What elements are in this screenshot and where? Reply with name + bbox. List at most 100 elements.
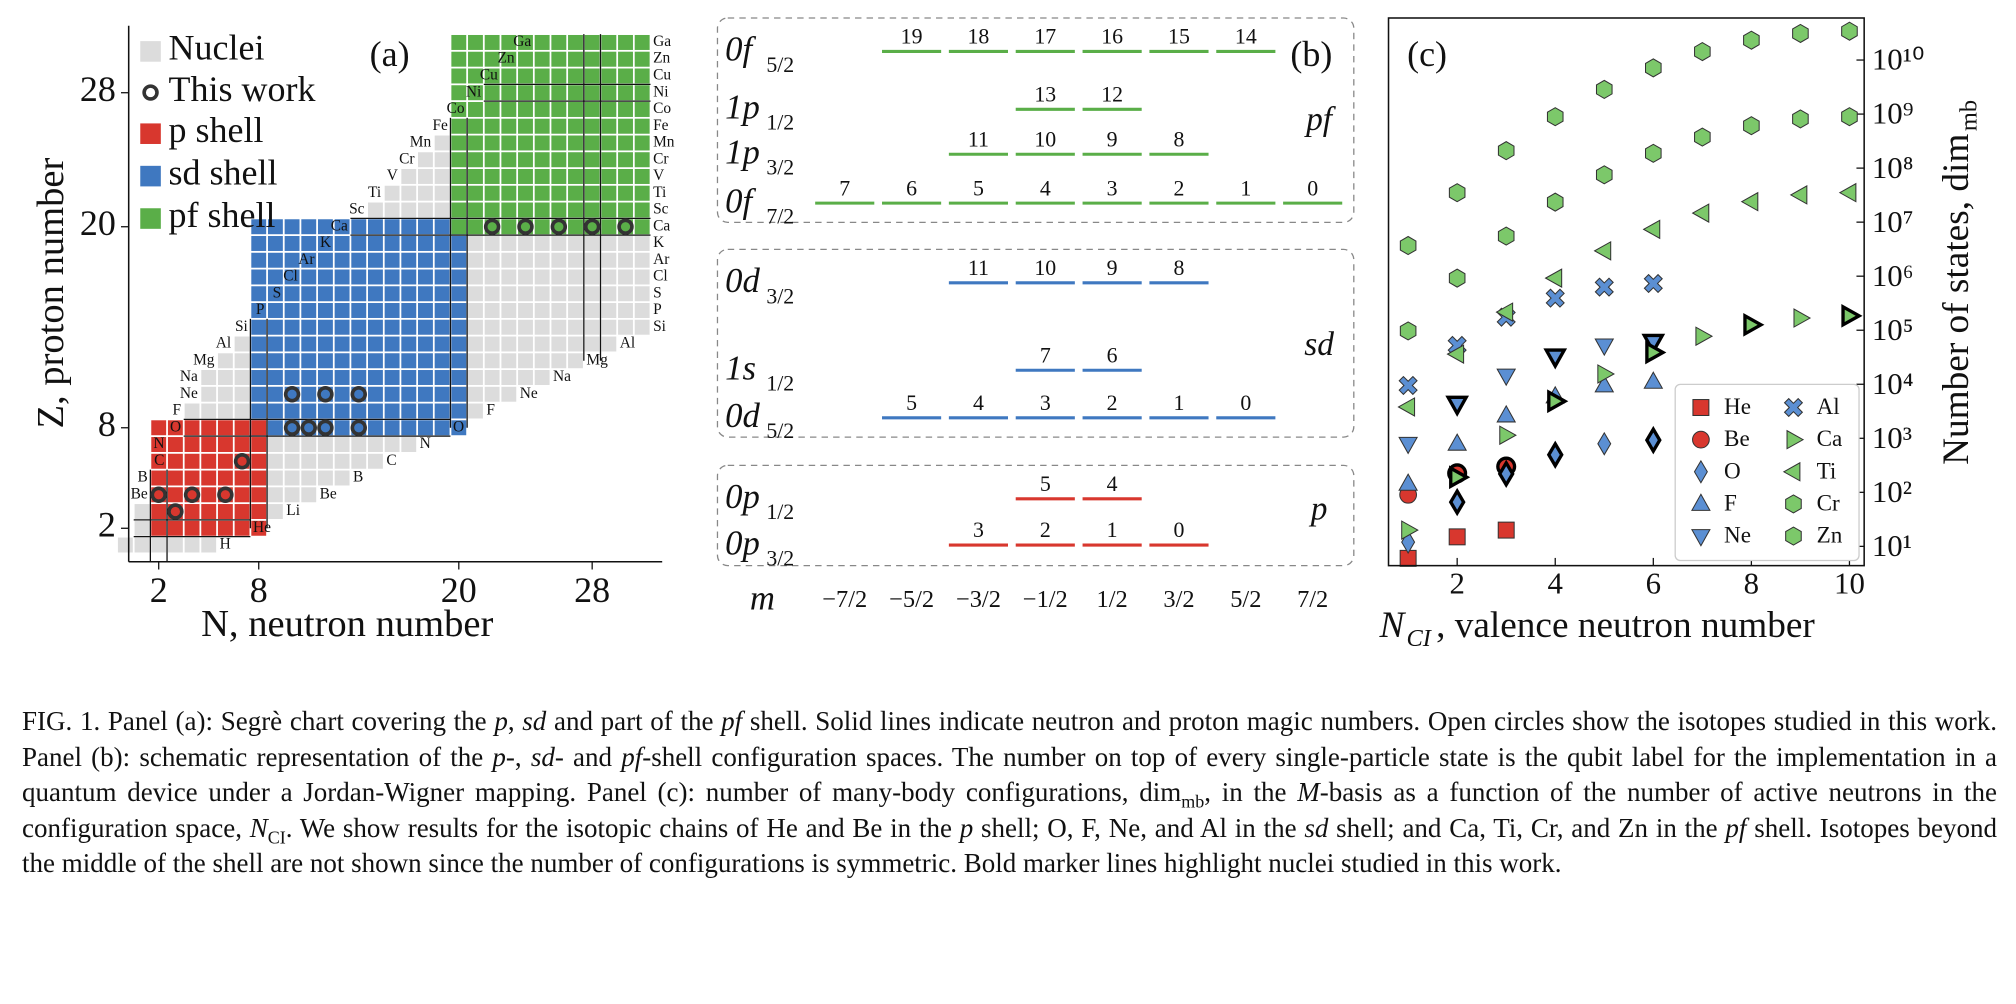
shell-cell [384,420,400,436]
element-label: N [153,435,164,452]
qubit-label: 16 [1101,25,1123,49]
shell-cell [501,68,517,84]
shell-cell [518,51,533,67]
shell-cell [418,370,433,385]
shell-cell [284,303,300,318]
nucleus-cell [484,269,500,285]
data-point [1495,302,1514,322]
qubit-label: 8 [1174,256,1185,280]
nucleus-cell [217,403,233,419]
shell-cell [451,303,467,318]
element-label: Ga [653,33,671,50]
legend-marker [1783,397,1804,418]
element-label: O [170,418,181,435]
element-label: Ca [331,217,348,234]
nucleus-cell [468,403,483,419]
shell-cell [368,370,383,385]
shell-cell [351,403,367,419]
shell-cell [334,252,350,268]
legend-marker [1691,529,1711,547]
nucleus-cell [434,185,450,201]
shell-cell [151,453,167,469]
shell-cell [634,202,650,218]
shell-cell [234,437,250,452]
shell-cell [618,202,633,218]
shell-cell [251,353,267,369]
shell-cell [201,420,217,436]
data-point [1789,185,1808,205]
element-label: Ar [298,251,314,268]
shell-cell [301,370,317,385]
y-tick-label: 10² [1872,475,1912,509]
shell-cell [334,286,350,302]
nucleus-cell [418,152,433,168]
nucleus-cell [518,252,533,268]
shell-cell [267,236,283,251]
shell-cell [234,420,250,436]
legend-label: F [1724,491,1737,517]
shell-cell [434,420,450,436]
shell-cell [534,219,550,235]
shell-cell [584,68,600,84]
nucleus-cell [201,370,217,385]
nucleus-cell [468,319,483,335]
shell-cell [534,118,550,134]
nucleus-cell [501,319,517,335]
shell-cell [267,353,283,369]
qubit-label: 5 [973,176,984,200]
data-point [1792,109,1809,129]
qubit-label: 4 [973,391,984,415]
shell-cell [618,85,633,101]
shell-cell [618,185,633,201]
shell-cell [451,269,467,285]
qubit-label: 13 [1034,82,1056,106]
shell-cell [634,101,650,117]
nucleus-cell [201,403,217,419]
shell-box [716,464,1355,567]
shell-cell [267,286,283,302]
shell-cell [234,520,250,536]
shell-cell [434,236,450,251]
shell-cell [451,51,467,67]
shell-cell [251,319,267,335]
shell-cell [451,34,467,50]
shell-cell [584,51,600,67]
shell-cell [451,169,467,184]
qubit-label: 2 [1174,176,1185,200]
shell-cell [468,101,483,117]
data-point [1593,240,1612,261]
shell-cell [451,353,467,369]
qubit-label: 17 [1034,25,1056,49]
qubit-label: 6 [1107,343,1118,367]
legend-label: sd shell [169,152,278,192]
orbital-j: 1/2 [766,111,794,135]
shell-cell [284,319,300,335]
y-tick-label: 10⁷ [1872,205,1914,239]
orbital-label: 1p [725,88,760,127]
nucleus-cell [418,202,433,218]
data-point [1743,116,1760,136]
element-label: Cr [399,150,414,167]
x-axis-label: N, neutron number [201,603,493,645]
shell-cell [634,51,650,67]
y-tick-label: 10¹ [1872,529,1912,563]
element-label: F [173,402,182,419]
caption-text: -shell configuration spaces. The number … [22,741,1997,808]
this-work-marker [283,419,301,436]
shell-cell [551,118,567,134]
shell-cell [501,185,517,201]
legend-label: Cr [1817,491,1840,517]
orbital-label: 0p [725,477,760,516]
shell-cell [251,236,267,251]
shell-cell [368,403,383,419]
shell-cell [568,169,583,184]
nucleus-cell [401,437,417,452]
shell-cell [384,269,400,285]
caption-text: N [249,812,268,843]
shell-cell [418,219,433,235]
shell-cell [251,437,267,452]
shell-cell [251,403,267,419]
qubit-label: 0 [1307,176,1318,200]
caption-text: -basis as a function of the number of ac… [22,777,1997,843]
nucleus-cell [217,386,233,402]
